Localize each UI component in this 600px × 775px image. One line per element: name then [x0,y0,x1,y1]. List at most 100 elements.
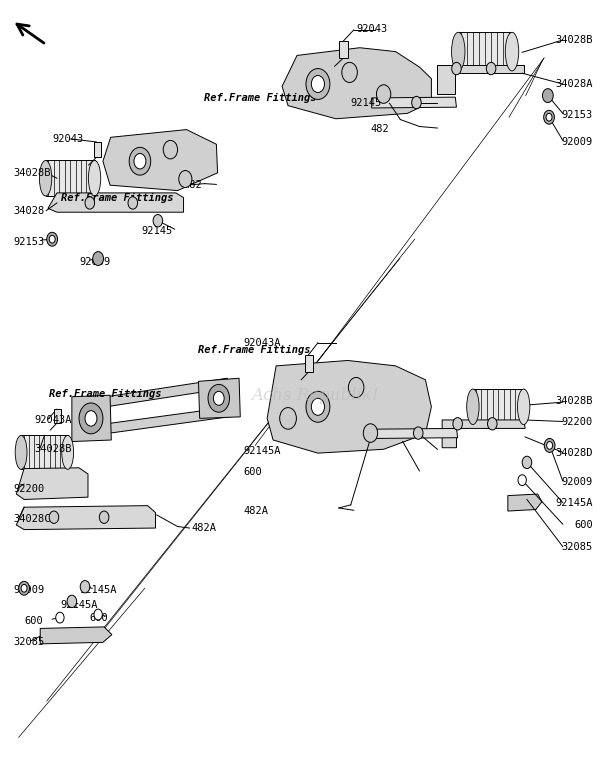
Text: 92009: 92009 [13,585,44,595]
Circle shape [208,384,230,412]
Text: 92153: 92153 [13,236,44,246]
Polygon shape [78,407,235,437]
Text: 482A: 482A [191,523,217,533]
Polygon shape [16,505,155,529]
Circle shape [93,252,104,266]
Circle shape [94,609,103,620]
Ellipse shape [517,389,530,425]
Ellipse shape [505,33,519,71]
Circle shape [311,75,325,92]
Bar [458,33,512,71]
Text: Ref.Frame Fittings: Ref.Frame Fittings [49,389,161,398]
Polygon shape [371,97,457,108]
Circle shape [542,88,553,102]
Polygon shape [199,378,240,418]
Polygon shape [437,64,524,94]
Ellipse shape [452,33,465,71]
Text: 600: 600 [574,520,593,530]
Text: 92200: 92200 [562,417,593,427]
Circle shape [179,170,192,188]
Polygon shape [371,429,458,439]
Text: 34028D: 34028D [555,448,593,458]
Circle shape [547,442,553,449]
Ellipse shape [467,389,479,425]
Circle shape [412,96,421,108]
Circle shape [518,475,526,486]
Circle shape [544,439,555,453]
Bar [54,409,61,423]
Text: 600: 600 [243,467,262,477]
Text: 32085: 32085 [13,637,44,647]
Circle shape [47,232,58,246]
Text: 92043: 92043 [52,134,83,144]
Circle shape [134,153,146,169]
Circle shape [280,408,296,429]
Bar [305,355,313,372]
Text: 34028B: 34028B [34,444,72,454]
Polygon shape [442,420,525,448]
Polygon shape [508,494,542,511]
Circle shape [67,595,77,608]
Text: 92009: 92009 [79,257,110,267]
Circle shape [311,398,325,415]
Circle shape [85,197,95,209]
Circle shape [452,63,461,74]
Circle shape [544,110,554,124]
Polygon shape [282,48,431,119]
Bar [46,160,95,196]
Circle shape [488,418,497,430]
Circle shape [49,236,55,243]
Text: 34028C: 34028C [13,514,51,524]
Text: Ref.Frame Fittings: Ref.Frame Fittings [205,93,317,103]
Bar [94,142,101,157]
Ellipse shape [40,160,52,196]
Text: 482A: 482A [243,506,268,516]
Circle shape [153,215,163,227]
Text: 92043A: 92043A [34,415,72,425]
Text: 482: 482 [370,124,389,134]
Polygon shape [72,395,111,442]
Ellipse shape [88,160,101,196]
Circle shape [546,113,552,121]
Text: 34028B: 34028B [555,396,593,406]
Circle shape [163,140,178,159]
Text: 34028A: 34028A [555,79,593,89]
Circle shape [80,580,90,593]
Circle shape [453,418,463,430]
Text: 92043: 92043 [357,24,388,34]
Text: 92145A: 92145A [555,498,593,508]
Text: 92009: 92009 [562,477,593,487]
Circle shape [413,427,423,439]
Circle shape [100,511,109,523]
Circle shape [85,411,97,426]
Circle shape [19,581,29,595]
Circle shape [364,424,377,443]
Ellipse shape [15,436,27,470]
Polygon shape [103,129,218,191]
Ellipse shape [62,436,74,470]
Bar [473,389,524,425]
Text: 92145: 92145 [142,226,173,236]
Text: 92145A: 92145A [60,601,97,610]
Text: 92009: 92009 [562,137,593,147]
Text: 92043A: 92043A [243,338,281,348]
Circle shape [522,456,532,469]
Text: 600: 600 [24,615,43,625]
Text: Ref.Frame Fittings: Ref.Frame Fittings [61,193,173,203]
Circle shape [129,147,151,175]
Text: Ref.Frame Fittings: Ref.Frame Fittings [199,346,311,356]
Text: 92145A: 92145A [243,446,281,456]
Circle shape [128,197,137,209]
Text: 92145: 92145 [351,98,382,108]
Circle shape [487,63,496,74]
Text: 92200: 92200 [13,484,44,494]
Text: 34028B: 34028B [555,35,593,45]
Polygon shape [40,627,112,644]
Circle shape [376,84,391,103]
Circle shape [214,391,224,405]
Text: 92145A: 92145A [79,585,116,595]
Circle shape [306,391,330,422]
Polygon shape [48,193,184,212]
Circle shape [306,68,330,99]
Circle shape [49,511,59,523]
